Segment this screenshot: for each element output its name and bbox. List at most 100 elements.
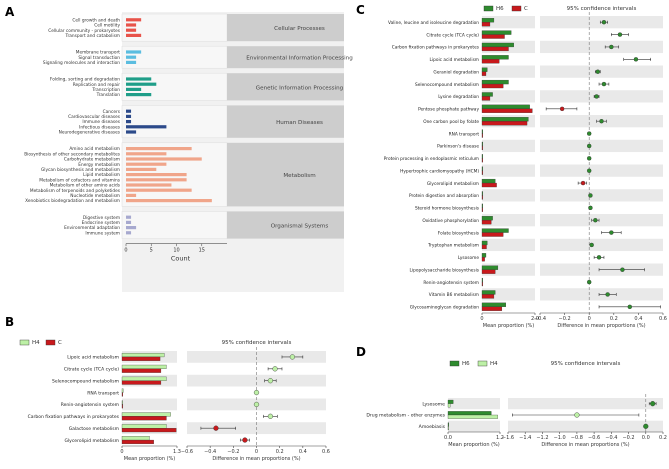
- ci-title: 95% confidence intervals: [222, 340, 292, 346]
- diff-x-tick-label: 0.2: [610, 316, 618, 322]
- difference-point: [643, 423, 649, 429]
- legend-swatch: [511, 5, 522, 12]
- diff-x-tick-label: 0.6: [322, 449, 330, 455]
- bar-group-2: [121, 380, 162, 385]
- bar-x-tick-label: 0: [480, 316, 483, 322]
- bar: [126, 77, 152, 81]
- bar: [126, 82, 157, 86]
- row-band: [540, 214, 663, 227]
- group-label: Cellular Processes: [274, 26, 325, 32]
- bar: [126, 162, 167, 166]
- bar-group-1: [481, 302, 507, 307]
- bar: [126, 23, 137, 27]
- bar-group-2: [481, 244, 487, 250]
- bar-group-1: [481, 79, 509, 85]
- group-band: [121, 211, 228, 239]
- difference-point: [242, 437, 248, 443]
- bar: [126, 188, 192, 192]
- row-band: [540, 53, 663, 66]
- pathway-label: Glycerolipid metabolism: [427, 181, 479, 187]
- pathway-label: Selenocompound metabolism: [52, 378, 119, 384]
- category-label: Replication and repair: [73, 82, 120, 88]
- row-band: [540, 176, 663, 190]
- difference-point: [559, 106, 565, 112]
- bar: [126, 215, 132, 219]
- difference-point: [601, 81, 607, 87]
- diff-x-tick-label: 0.4: [634, 316, 642, 322]
- bar-group-2: [481, 294, 495, 299]
- bar-group-2: [447, 403, 451, 408]
- bar-group-2: [481, 220, 492, 225]
- diff-x-axis-title: Difference in mean proportions (%): [557, 323, 645, 329]
- panel-d: H6 H4 95% confidence intervals Lysosome Drug…: [366, 360, 667, 448]
- difference-point: [289, 354, 296, 360]
- row-band: [122, 386, 177, 399]
- row-band: [540, 90, 663, 103]
- row-band: [482, 164, 535, 177]
- panel-label-c: C: [356, 3, 365, 17]
- category-label: Membrane transport: [76, 50, 121, 56]
- category-label: Folding, sorting and degradation: [50, 77, 120, 83]
- difference-point: [593, 217, 598, 223]
- bar-group-2: [481, 170, 483, 175]
- bar-group-1: [481, 30, 512, 35]
- pathway-label: Glycerolipid metabolism: [64, 438, 119, 444]
- difference-point: [599, 118, 604, 124]
- bar-group-2: [481, 59, 500, 64]
- bar-group-2: [481, 158, 483, 163]
- bar-group-1: [481, 178, 496, 184]
- bar-group-1: [121, 436, 150, 441]
- row-band: [482, 201, 535, 214]
- pathway-label: Valine, leucine and isoleucine degradati…: [388, 20, 479, 26]
- row-band: [482, 238, 535, 252]
- group-label-panel: [227, 46, 344, 69]
- category-label: Translation: [96, 92, 121, 98]
- bar-group-2: [481, 83, 504, 89]
- group-label: Environmental Information Processing: [246, 56, 353, 62]
- bar-group-1: [481, 42, 514, 48]
- pathway-label: Lysosome: [458, 255, 479, 261]
- category-label: Nucleotide metabolism: [70, 193, 120, 199]
- pathway-label: Tryptophan metabolism: [427, 243, 479, 249]
- row-band: [187, 374, 326, 387]
- bar: [126, 147, 192, 151]
- group-label: Metabolism: [283, 173, 315, 179]
- pathway-label: Lysosome: [422, 401, 445, 407]
- diff-x-tick-label: 0.0: [642, 435, 650, 441]
- difference-point: [617, 32, 623, 37]
- diff-x-tick-label: 0.2: [659, 435, 667, 441]
- pathway-label: Carbon fixation pathways in prokaryotes: [392, 45, 480, 51]
- diff-x-tick-label: −1.0: [554, 435, 566, 441]
- bar-group-2: [121, 356, 161, 361]
- group-band: [121, 72, 228, 101]
- pathway-label: Lipopolysaccharide biosynthesis: [410, 267, 480, 273]
- pathway-label: Hypertrophic cardiomyopathy (HCM): [400, 168, 479, 174]
- bar-group-1: [121, 412, 171, 417]
- category-label: Immune system: [85, 230, 120, 236]
- difference-point: [609, 230, 614, 235]
- category-label: Biosynthesis of other secondary metaboli…: [24, 151, 121, 157]
- bar: [126, 231, 132, 235]
- category-label: Carbohydrate metabolism: [64, 157, 120, 163]
- group-label-panel: [227, 14, 344, 42]
- pathway-label: One carbon pool by folate: [423, 119, 479, 125]
- row-band: [540, 152, 663, 165]
- diff-x-tick-label: −0.4: [534, 316, 546, 322]
- legend-label: H4: [490, 361, 498, 367]
- difference-point: [620, 267, 625, 272]
- group-band: [121, 13, 228, 42]
- category-label: Endocrine system: [82, 220, 120, 226]
- bar-group-1: [481, 203, 483, 208]
- row-band: [540, 275, 663, 289]
- bar-group-1: [481, 92, 493, 97]
- bar-group-1: [481, 129, 483, 134]
- difference-point: [253, 389, 260, 396]
- difference-point: [267, 413, 274, 419]
- row-band: [122, 398, 177, 411]
- category-label: Transport and catabolism: [65, 33, 120, 39]
- diff-x-tick-label: −0.6: [588, 435, 600, 441]
- bar-group-1: [481, 216, 493, 221]
- bar-x-tick-label: 1.3: [173, 449, 181, 455]
- panel-label-a: A: [5, 5, 15, 19]
- bar: [126, 125, 167, 129]
